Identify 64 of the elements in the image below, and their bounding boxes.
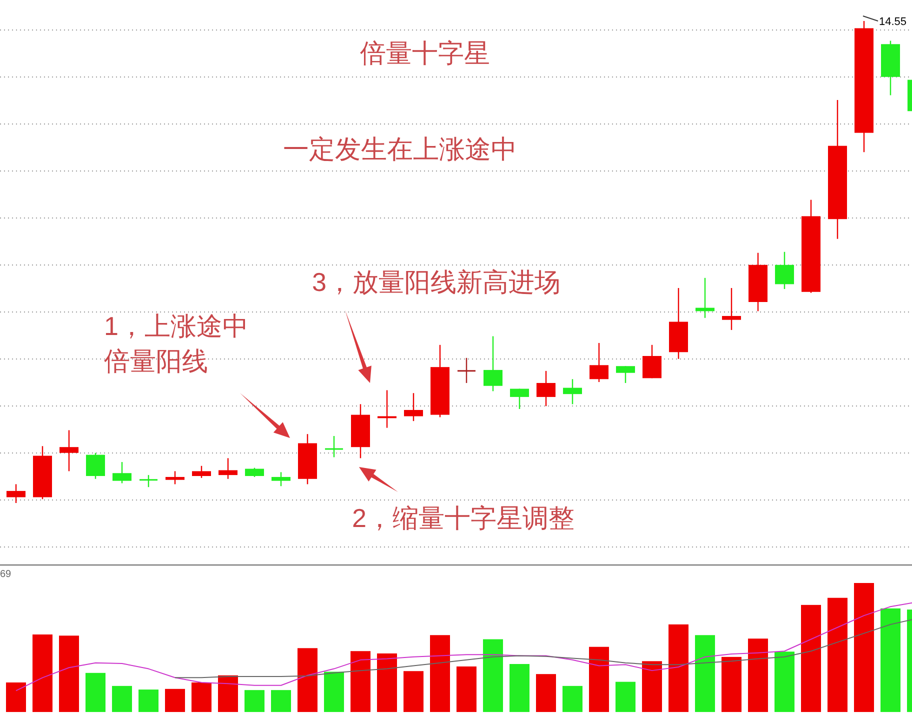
bar [404,671,424,712]
candlestick [324,435,344,458]
bar [642,661,662,712]
bar [138,690,158,712]
annotation: 14.55 [879,16,907,28]
bar [192,682,212,712]
bar [271,690,291,712]
candlestick [138,474,158,488]
bar [298,648,318,712]
bar [165,688,185,712]
candlestick [6,484,26,504]
candlestick [642,344,662,379]
candlestick [563,378,582,405]
bar [854,583,874,712]
annotation: 1，上涨途中倍量阳线 [104,311,248,376]
bar [112,686,132,712]
bar [377,653,397,712]
bar [430,635,450,712]
bar [880,608,900,712]
candlestick [272,472,290,487]
text: 69 [0,569,12,580]
annotation: 3，放量阳线新高进场 [312,267,560,297]
candlestick [112,461,132,484]
candlestick [616,366,635,384]
bar [722,656,742,712]
bar [483,639,503,712]
bar [536,674,556,712]
candlestick [245,467,264,478]
annotation: 2，缩量十字星调整 [352,503,574,533]
bar [510,664,530,712]
bar [456,666,476,712]
bar [801,604,821,712]
candlestick [590,342,608,383]
bar [828,598,848,712]
bar [6,682,26,712]
bar [59,636,79,712]
bar [695,635,715,712]
bar [748,638,768,712]
bar [86,672,106,712]
bar [562,686,582,712]
candlestick [166,470,184,485]
bar [589,646,609,712]
bar [32,634,52,712]
text: 倍量十字星 [360,38,490,68]
candlestick [218,458,238,480]
candlestick [456,357,476,384]
candlestick [60,430,78,472]
candlestick [510,388,529,410]
candlestick [192,465,211,479]
candlestick [404,392,423,422]
text: 一定发生在上涨途中 [283,134,517,164]
candlestick [86,452,105,480]
candlestick [484,336,502,392]
bar [218,675,238,712]
candlestick [536,370,556,407]
bar [324,672,344,712]
candlestick [378,390,396,428]
bar [668,624,688,712]
bar [350,651,370,712]
candlestick [775,251,794,290]
candlestick [722,287,741,331]
bar [616,682,636,712]
bar [244,690,264,712]
bar [774,652,794,712]
